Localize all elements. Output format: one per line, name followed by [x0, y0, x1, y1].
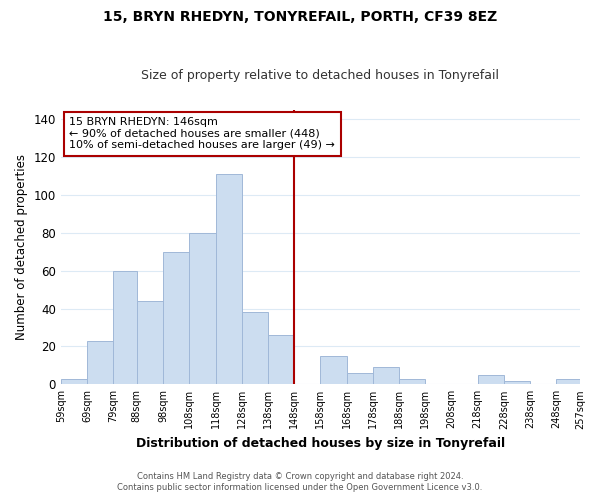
Bar [268, 335, 294, 384]
Text: 15 BRYN RHEDYN: 146sqm
← 90% of detached houses are smaller (448)
10% of semi-de: 15 BRYN RHEDYN: 146sqm ← 90% of detached… [70, 117, 335, 150]
Bar [478, 375, 504, 384]
Bar [215, 174, 242, 384]
Bar [163, 252, 189, 384]
Bar [113, 270, 137, 384]
Bar [320, 356, 347, 384]
Bar [504, 380, 530, 384]
Text: 15, BRYN RHEDYN, TONYREFAIL, PORTH, CF39 8EZ: 15, BRYN RHEDYN, TONYREFAIL, PORTH, CF39… [103, 10, 497, 24]
Text: Contains HM Land Registry data © Crown copyright and database right 2024.
Contai: Contains HM Land Registry data © Crown c… [118, 472, 482, 492]
Bar [61, 378, 87, 384]
Bar [137, 301, 163, 384]
Bar [556, 378, 580, 384]
X-axis label: Distribution of detached houses by size in Tonyrefail: Distribution of detached houses by size … [136, 437, 505, 450]
Bar [87, 340, 113, 384]
Bar [399, 378, 425, 384]
Bar [189, 232, 215, 384]
Y-axis label: Number of detached properties: Number of detached properties [15, 154, 28, 340]
Bar [347, 373, 373, 384]
Bar [242, 312, 268, 384]
Title: Size of property relative to detached houses in Tonyrefail: Size of property relative to detached ho… [142, 69, 499, 82]
Bar [373, 368, 399, 384]
